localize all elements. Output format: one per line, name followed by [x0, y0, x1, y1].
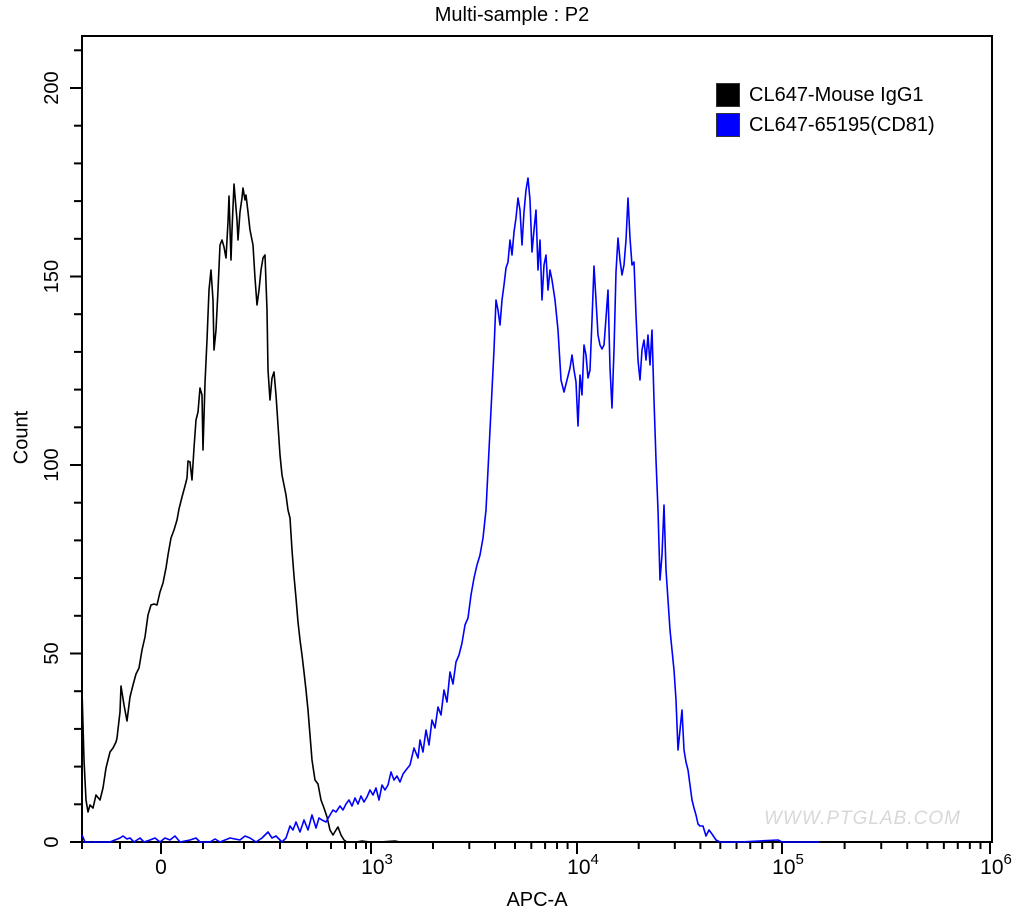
chart-title: Multi-sample : P2 [434, 4, 590, 26]
legend-label: CL647-65195(CD81) [749, 113, 935, 136]
legend-label: CL647-Mouse IgG1 [749, 83, 924, 106]
x-tick-label: 106 [980, 851, 1012, 879]
y-tick-label: 200 [41, 71, 63, 104]
legend-item-isotype: CL647-Mouse IgG1 [716, 80, 935, 110]
cd81-curve [81, 177, 820, 843]
x-tick-label: 104 [567, 851, 599, 879]
y-axis-tick-labels: 0 50 100 150 200 [41, 71, 63, 847]
legend: CL647-Mouse IgG1 CL647-65195(CD81) [716, 80, 935, 140]
x-axis-label: APC-A [506, 889, 568, 911]
y-axis-label: Count [10, 410, 33, 465]
legend-swatch-blue [716, 113, 740, 137]
y-tick-label: 150 [41, 260, 63, 293]
y-tick-label: 100 [41, 448, 63, 481]
x-tick-label: 0 [155, 856, 167, 879]
plot-frame [81, 35, 993, 843]
y-tick-label: 50 [41, 642, 63, 664]
x-tick-label: 105 [772, 851, 804, 879]
x-tick-label: 103 [361, 851, 393, 879]
y-axis-ticks [70, 49, 82, 843]
legend-item-cd81: CL647-65195(CD81) [716, 110, 935, 140]
watermark: WWW.PTGLAB.COM [764, 808, 961, 829]
y-tick-label: 0 [41, 836, 63, 847]
legend-swatch-black [716, 83, 740, 107]
isotype-control-curve [81, 183, 401, 843]
x-axis-ticks [81, 842, 991, 854]
x-axis-tick-labels: 0 103 104 105 106 [155, 851, 1012, 879]
